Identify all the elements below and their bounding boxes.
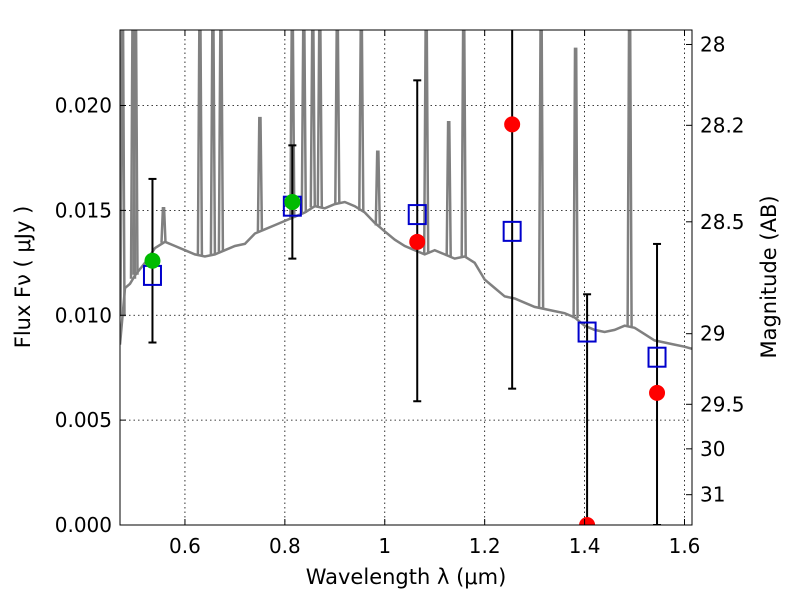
emission-line	[309, 30, 317, 208]
grid	[120, 30, 692, 526]
observed-point	[504, 116, 521, 133]
observed-point	[409, 233, 426, 250]
emission-line	[422, 30, 430, 254]
observed-point	[649, 384, 666, 401]
plot-area	[120, 30, 692, 525]
x-axis-label: Wavelength λ (μm)	[306, 565, 507, 589]
y-tick-label: 0.020	[55, 94, 112, 118]
observed-point	[284, 193, 301, 210]
right-y-tick-label: 29	[700, 322, 725, 346]
emission-line	[334, 30, 341, 204]
emission-line	[132, 30, 139, 275]
emission-line	[196, 30, 204, 256]
model-point	[502, 220, 522, 242]
right-y-tick-label: 30	[700, 437, 725, 461]
x-tick-label: 1.2	[469, 534, 501, 558]
plot-frame	[119, 29, 693, 526]
right-y-tick-label: 28	[700, 32, 725, 56]
y-tick-label: 0.015	[55, 198, 112, 222]
model-point	[647, 346, 667, 368]
sed-line	[120, 200, 692, 351]
emission-line	[358, 30, 365, 211]
y-tick-label: 0.000	[55, 513, 112, 537]
y-tick-label: 0.005	[55, 408, 112, 432]
emission-line	[572, 47, 579, 319]
right-y-tick-label: 31	[700, 483, 725, 507]
emission-line	[209, 30, 217, 255]
emission-line	[160, 207, 167, 243]
emission-line	[217, 30, 225, 252]
observed-point	[579, 517, 596, 525]
emission-line	[289, 30, 296, 218]
emission-line	[316, 30, 324, 208]
emission-line	[626, 30, 633, 327]
right-y-tick-label: 28.2	[700, 113, 745, 137]
axes: 0.6 0.8 1 1.2 1.4 1.6 0.000 0.005 0.010 0.015 0.02…	[55, 30, 745, 558]
emission-line	[374, 150, 382, 226]
x-tick-label: 1	[378, 534, 391, 558]
model-point	[577, 321, 597, 343]
emission-line	[256, 116, 264, 232]
emission-lines	[120, 30, 633, 327]
emission-line	[537, 30, 545, 309]
emission-line	[300, 30, 308, 213]
y-tick-label: 0.010	[55, 303, 112, 327]
model-point	[407, 204, 427, 226]
data-points	[142, 30, 667, 525]
emission-line	[445, 121, 452, 257]
x-tick-label: 0.6	[169, 534, 201, 558]
x-tick-label: 1.6	[669, 534, 701, 558]
emission-line	[460, 30, 467, 257]
emission-line	[120, 30, 126, 317]
right-y-tick-label: 28.5	[700, 210, 745, 234]
y-axis-label: Flux Fν ( μJy )	[11, 206, 35, 349]
right-y-tick-label: 29.5	[700, 392, 745, 416]
x-tick-label: 1.4	[569, 534, 601, 558]
observed-point	[144, 252, 161, 269]
right-y-axis-label: Magnitude (AB)	[757, 195, 781, 358]
x-tick-label: 0.8	[269, 534, 301, 558]
